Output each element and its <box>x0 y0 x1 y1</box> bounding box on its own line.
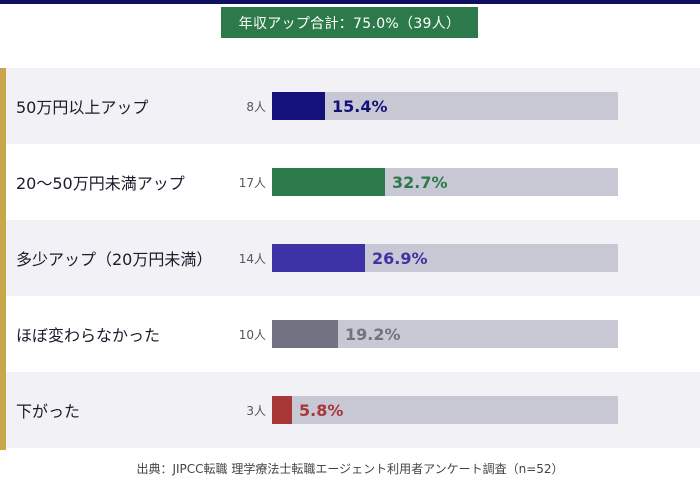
bar-track: 5.8% <box>272 396 618 424</box>
value-label: 19.2% <box>345 324 401 344</box>
count-label: 14人 <box>238 251 266 266</box>
count-label: 8人 <box>246 99 266 114</box>
value-label: 5.8% <box>299 400 344 420</box>
value-label: 26.9% <box>372 248 428 268</box>
top-rule <box>0 0 700 4</box>
count-label: 10人 <box>238 327 266 342</box>
chart-row: ほぼ変わらなかった 10人 19.2% <box>6 296 700 372</box>
category-label: 下がった <box>16 402 81 421</box>
bar <box>272 92 325 120</box>
source-note: 出典：JIPCC転職 理学療法士転職エージェント利用者アンケート調査（n=52） <box>136 462 564 476</box>
chart-row: 下がった 3人 5.8% <box>6 372 700 448</box>
chart-row: 多少アップ（20万円未満） 14人 26.9% <box>6 220 700 296</box>
count-label: 17人 <box>238 175 266 190</box>
bar-track: 26.9% <box>272 244 618 272</box>
summary-banner: 年収アップ合計：75.0%（39人） <box>221 7 478 38</box>
accent-bar <box>0 68 6 450</box>
chart-row: 20〜50万円未満アップ 17人 32.7% <box>6 144 700 220</box>
bar <box>272 396 292 424</box>
category-label: 20〜50万円未満アップ <box>16 174 185 193</box>
bar-track: 32.7% <box>272 168 618 196</box>
bar-track: 19.2% <box>272 320 618 348</box>
bar-track: 15.4% <box>272 92 618 120</box>
category-label: 50万円以上アップ <box>16 98 149 117</box>
category-label: ほぼ変わらなかった <box>16 326 161 345</box>
bar <box>272 320 338 348</box>
value-label: 32.7% <box>392 172 448 192</box>
bar <box>272 244 365 272</box>
category-label: 多少アップ（20万円未満） <box>16 250 213 269</box>
chart-row: 50万円以上アップ 8人 15.4% <box>6 68 700 144</box>
count-label: 3人 <box>246 403 266 418</box>
bar <box>272 168 385 196</box>
value-label: 15.4% <box>332 96 388 116</box>
